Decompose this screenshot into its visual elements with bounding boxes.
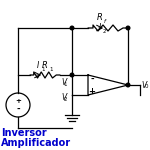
Text: Inversor: Inversor	[1, 128, 47, 138]
Text: 2: 2	[103, 29, 106, 34]
Text: V: V	[141, 81, 146, 90]
Text: 1: 1	[63, 82, 67, 87]
Text: I: I	[37, 61, 39, 70]
Circle shape	[70, 73, 74, 77]
Text: -: -	[90, 75, 94, 84]
Text: R: R	[42, 61, 48, 70]
Text: -: -	[16, 105, 20, 114]
Text: 0: 0	[145, 84, 148, 90]
Text: f: f	[104, 19, 106, 24]
Text: I: I	[99, 23, 101, 32]
Text: 1: 1	[41, 67, 45, 72]
Circle shape	[126, 26, 130, 30]
Text: +: +	[88, 87, 96, 96]
Text: V: V	[62, 93, 67, 102]
Text: 2: 2	[63, 97, 67, 102]
Circle shape	[70, 26, 74, 30]
Text: V: V	[62, 78, 67, 87]
Text: Amplificador: Amplificador	[1, 138, 71, 148]
Text: R: R	[97, 13, 103, 22]
Text: 1: 1	[49, 67, 52, 72]
Circle shape	[126, 83, 130, 87]
Text: +: +	[15, 98, 21, 104]
